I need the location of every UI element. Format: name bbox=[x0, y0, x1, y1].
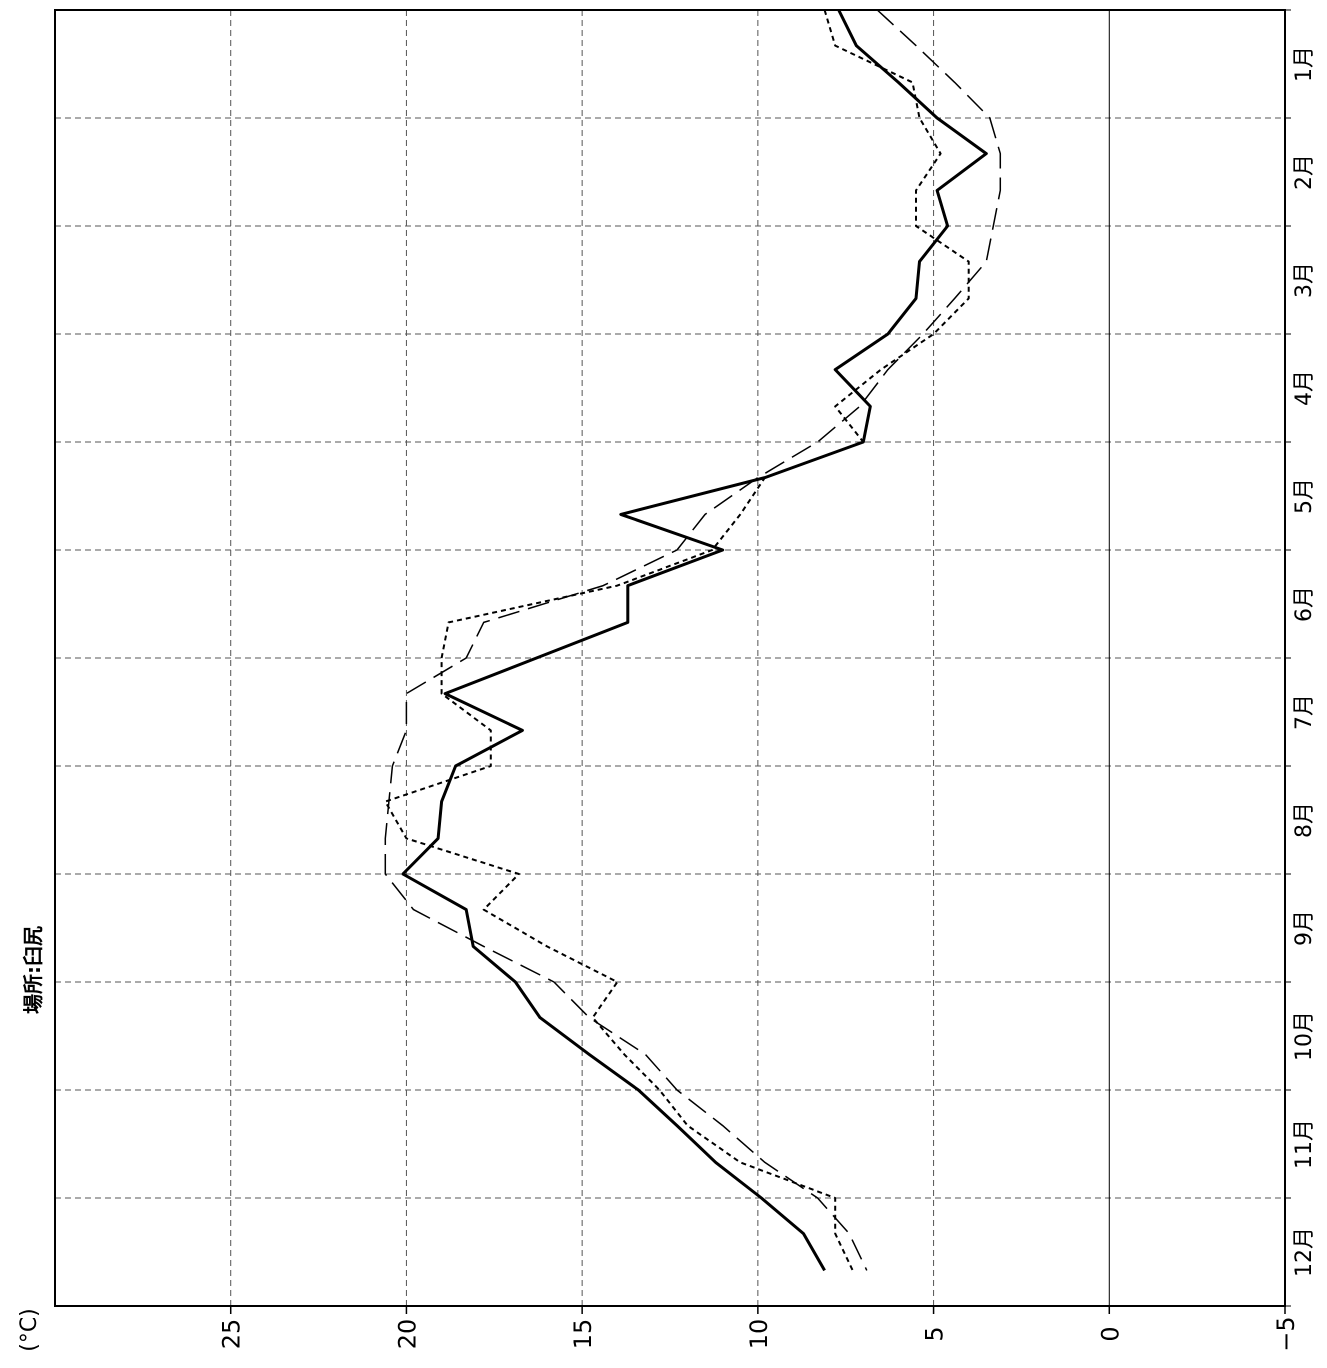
series-line-solid bbox=[401, 9, 988, 1272]
month-tick-label: 9月 bbox=[1292, 910, 1317, 946]
month-tick-label: 11月 bbox=[1292, 1119, 1317, 1169]
axis-ticks bbox=[229, 9, 1291, 1314]
month-tick-label: 8月 bbox=[1292, 802, 1317, 838]
value-tick-label: 15 bbox=[569, 1319, 597, 1350]
month-tick-label: 6月 bbox=[1292, 586, 1317, 622]
value-tick-label: 5 bbox=[921, 1326, 949, 1341]
unit-label: (°C) bbox=[17, 1308, 42, 1352]
month-axis-labels: 1月 2月 3月 4月 5月 6月 7月 8月 9月 10月 11月 12月 bbox=[1292, 46, 1317, 1277]
series-line-short-dash bbox=[384, 9, 970, 1271]
grid-lines bbox=[55, 10, 1285, 1306]
month-tick-label: 5月 bbox=[1292, 478, 1317, 514]
value-axis-labels: 25 20 15 10 5 0 −5 bbox=[218, 1316, 1300, 1351]
month-tick-label: 12月 bbox=[1292, 1227, 1317, 1277]
series-line-long-dash bbox=[384, 9, 1002, 1271]
month-tick-label: 3月 bbox=[1292, 262, 1317, 298]
series-lines bbox=[384, 9, 1002, 1272]
location-label: 場所:臼尻 bbox=[21, 926, 45, 1014]
value-tick-label: 10 bbox=[745, 1319, 773, 1350]
value-tick-label: 25 bbox=[218, 1319, 246, 1350]
value-tick-label: 0 bbox=[1096, 1326, 1124, 1341]
month-tick-label: 2月 bbox=[1292, 154, 1317, 190]
value-tick-label: 20 bbox=[393, 1319, 421, 1350]
value-tick-label: −5 bbox=[1272, 1316, 1300, 1351]
month-tick-label: 7月 bbox=[1292, 694, 1317, 730]
month-tick-label: 10月 bbox=[1292, 1011, 1317, 1061]
month-tick-label: 1月 bbox=[1292, 46, 1317, 82]
month-tick-label: 4月 bbox=[1292, 370, 1317, 406]
